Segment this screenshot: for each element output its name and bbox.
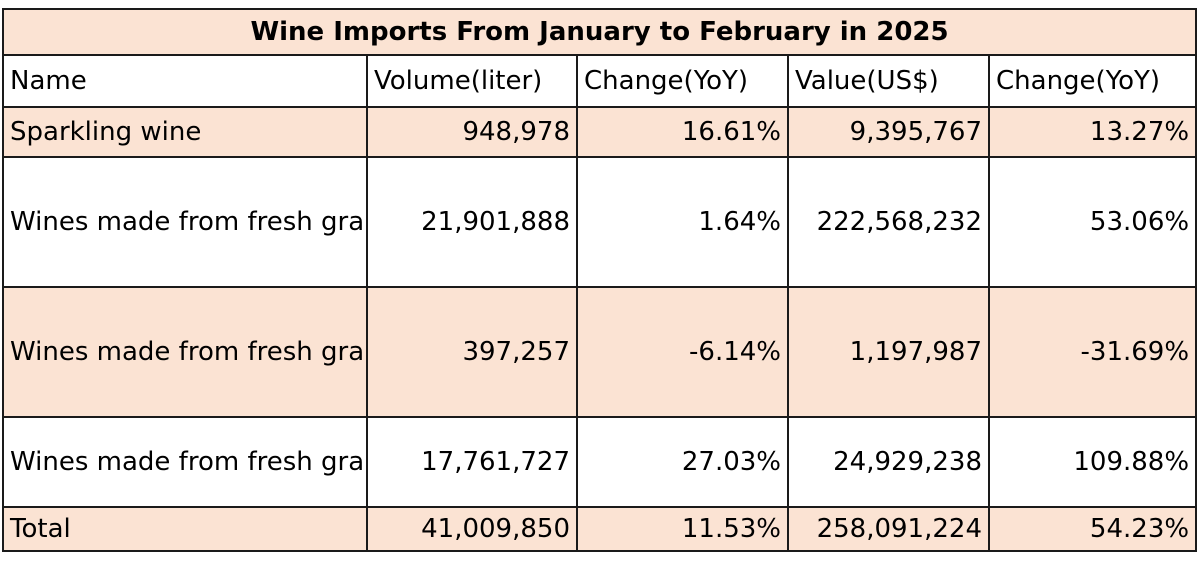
table-row: Sparkling wine 948,978 16.61% 9,395,767 … — [2, 106, 1198, 158]
row-value: 222,568,232 — [787, 156, 990, 288]
row-volume-change: -6.14% — [576, 286, 789, 418]
row-value-change: 53.06% — [987, 156, 1198, 288]
header-name: Name — [2, 54, 368, 108]
row-value: 1,197,987 — [787, 286, 990, 418]
table-row: Wines made from fresh grapes in containe… — [2, 156, 1198, 288]
row-value-change: -31.69% — [987, 286, 1198, 418]
header-volume: Volume(liter) — [366, 54, 578, 108]
row-value: 9,395,767 — [787, 106, 990, 158]
row-value-change: 13.27% — [987, 106, 1198, 158]
row-name: Wines made from fresh grapes>10liters — [2, 416, 368, 508]
row-volume: 21,901,888 — [366, 156, 578, 288]
table-row: Wines made from fresh grapes>10liters 17… — [2, 416, 1198, 508]
row-name: Wines made from fresh grapes in containe… — [2, 156, 368, 288]
row-volume: 41,009,850 — [366, 506, 578, 552]
row-volume: 948,978 — [366, 106, 578, 158]
total-row: Total 41,009,850 11.53% 258,091,224 54.2… — [2, 506, 1198, 552]
row-value: 24,929,238 — [787, 416, 990, 508]
header-volume-change: Change(YoY) — [576, 54, 789, 108]
wine-imports-table: Wine Imports From January to February in… — [1, 8, 1198, 552]
row-volume-change: 16.61% — [576, 106, 789, 158]
header-value-change: Change(YoY) — [987, 54, 1198, 108]
table-title: Wine Imports From January to February in… — [1, 8, 1198, 56]
row-name: Total — [2, 506, 368, 552]
row-value-change: 54.23% — [987, 506, 1198, 552]
row-value: 258,091,224 — [787, 506, 990, 552]
row-volume-change: 11.53% — [576, 506, 789, 552]
row-volume: 397,257 — [366, 286, 578, 418]
row-name: Wines made from fresh grapes >2 liters b… — [2, 286, 368, 418]
header-row: Name Volume(liter) Change(YoY) Value(US$… — [2, 54, 1198, 108]
row-name: Sparkling wine — [2, 106, 368, 158]
row-volume-change: 27.03% — [576, 416, 789, 508]
table-row: Wines made from fresh grapes >2 liters b… — [2, 286, 1198, 418]
row-volume: 17,761,727 — [366, 416, 578, 508]
row-value-change: 109.88% — [987, 416, 1198, 508]
header-value: Value(US$) — [787, 54, 990, 108]
row-volume-change: 1.64% — [576, 156, 789, 288]
